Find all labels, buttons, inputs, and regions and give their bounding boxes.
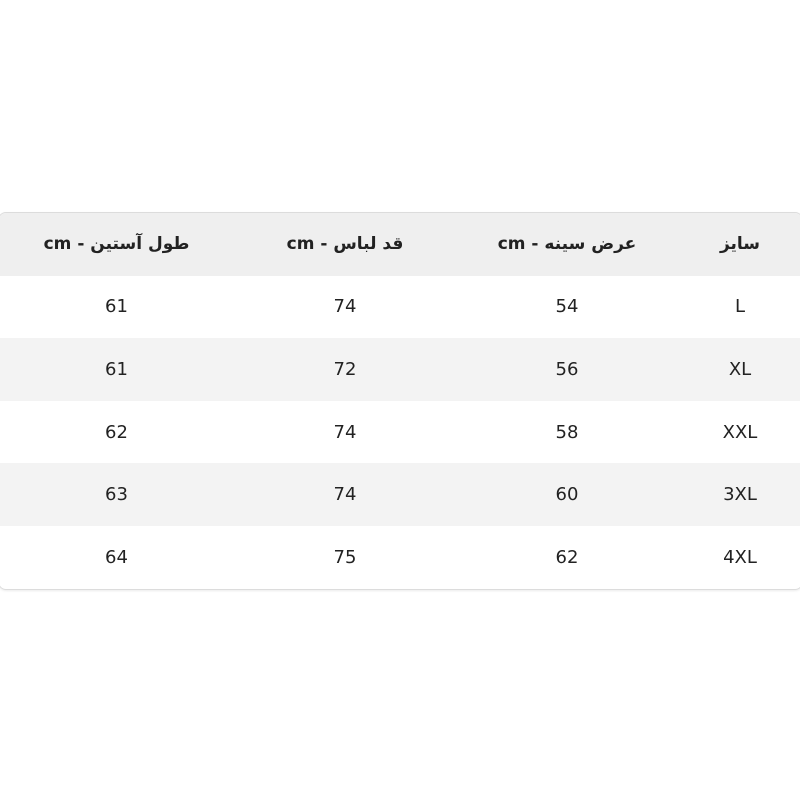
cell-sleeve-length: 64 bbox=[105, 546, 128, 568]
table-row: XXL 58 74 62 bbox=[0, 401, 800, 464]
size-chart: سایز عرض سینه - cm قد لباس - cm طول آستی… bbox=[0, 212, 800, 590]
cell-size: 4XL bbox=[723, 546, 757, 568]
cell-garment-length: 74 bbox=[333, 296, 357, 318]
cell-garment-length: 74 bbox=[234, 463, 456, 526]
table-header-row: سایز عرض سینه - cm قد لباس - cm طول آستی… bbox=[0, 213, 800, 276]
table-row: XL 56 72 61 bbox=[0, 338, 800, 401]
cell-size: 3XL bbox=[678, 463, 800, 526]
cell-chest-width: 58 bbox=[555, 421, 579, 443]
table-row: 4XL 62 75 64 bbox=[0, 526, 800, 589]
cell-garment-length: 72 bbox=[234, 338, 456, 401]
cell-chest-width: 56 bbox=[456, 338, 678, 401]
table-row: L 54 74 61 bbox=[0, 276, 800, 339]
header-garment-length: قد لباس - cm bbox=[234, 213, 456, 276]
cell-sleeve-length: 61 bbox=[105, 296, 128, 318]
cell-chest-width: 62 bbox=[555, 546, 579, 568]
cell-sleeve-length: 63 bbox=[0, 463, 234, 526]
cell-sleeve-length: 61 bbox=[0, 338, 234, 401]
header-chest-width: عرض سینه - cm bbox=[456, 213, 678, 276]
header-size: سایز bbox=[678, 213, 800, 276]
cell-size: XL bbox=[678, 338, 800, 401]
cell-garment-length: 74 bbox=[333, 421, 357, 443]
size-table: سایز عرض سینه - cm قد لباس - cm طول آستی… bbox=[0, 213, 800, 589]
cell-size: L bbox=[734, 296, 746, 318]
cell-size: XXL bbox=[722, 421, 758, 443]
header-sleeve-length: طول آستین - cm bbox=[0, 213, 234, 276]
table-row: 3XL 60 74 63 bbox=[0, 463, 800, 526]
cell-chest-width: 60 bbox=[456, 463, 678, 526]
cell-garment-length: 75 bbox=[333, 546, 357, 568]
cell-chest-width: 54 bbox=[555, 296, 579, 318]
cell-sleeve-length: 62 bbox=[105, 421, 128, 443]
